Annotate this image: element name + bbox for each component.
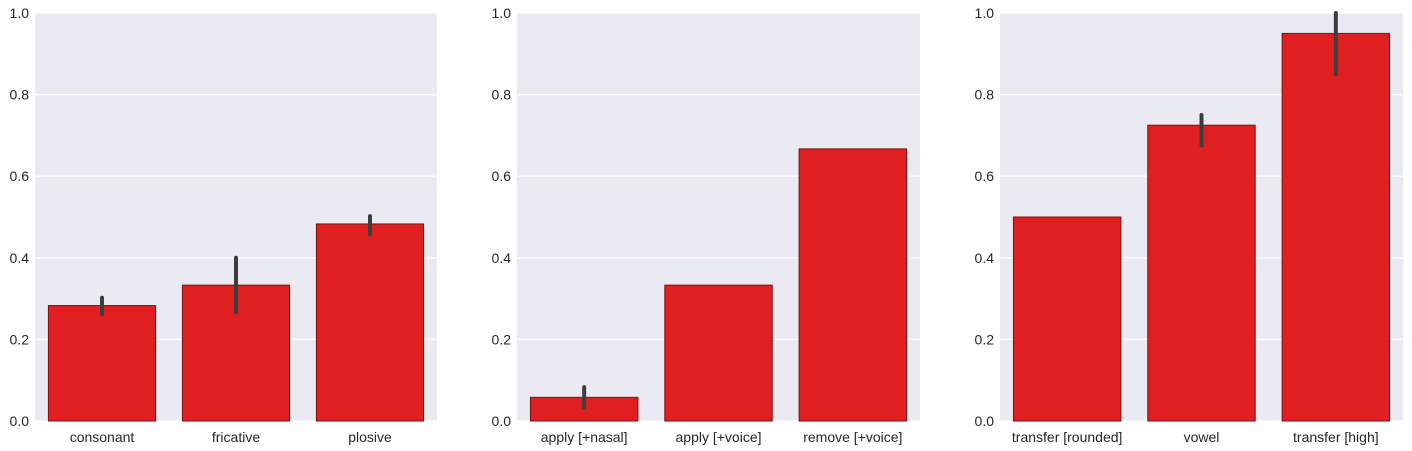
y-tick-label: 1.0	[975, 5, 995, 21]
bar-consonant	[47, 305, 157, 422]
x-tick-label: transfer [high]	[1293, 429, 1379, 445]
y-tick-label: 0.8	[975, 87, 995, 103]
y-tick-label: 1.0	[10, 5, 30, 21]
x-tick-label: vowel	[1184, 429, 1220, 445]
y-tick-label: 1.0	[492, 5, 512, 21]
y-tick-label: 0.4	[492, 250, 512, 266]
bar-transfer-high	[1281, 32, 1391, 422]
x-tick-label: apply [+voice]	[676, 429, 762, 445]
y-tick-label: 0.2	[975, 331, 995, 347]
bar-remove-voice	[798, 148, 908, 422]
x-tick-label: transfer [rounded]	[1012, 429, 1123, 445]
y-tick-label: 0.6	[492, 168, 512, 184]
bar-apply-voice	[664, 284, 773, 422]
y-tick-label: 0.6	[975, 168, 995, 184]
y-tick-label: 0.8	[492, 87, 512, 103]
bar-vowel	[1147, 124, 1256, 422]
x-tick-label: apply [+nasal]	[541, 429, 628, 445]
y-tick-label: 0.0	[492, 413, 512, 429]
chart-panel-1: 0.0 0.2 0.4 0.6 0.8 1.0 consonant fricative plos…	[10, 5, 437, 445]
y-tick-label: 0.6	[10, 168, 30, 184]
y-tick-label: 0.0	[975, 413, 995, 429]
y-tick-label: 0.0	[10, 413, 30, 429]
x-tick-label: plosive	[348, 429, 392, 445]
x-tick-label: fricative	[212, 429, 260, 445]
x-tick-label: remove [+voice]	[803, 429, 902, 445]
y-tick-label: 0.2	[10, 331, 30, 347]
chart-panel-2: 0.0 0.2 0.4 0.6 0.8 1.0 apply [+nasal] apply [+…	[492, 5, 920, 445]
bar-transfer-rounded	[1012, 216, 1122, 422]
chart-panel-3: 0.0 0.2 0.4 0.6 0.8 1.0 transfer [rounded] vowe…	[975, 5, 1403, 445]
y-tick-label: 0.2	[492, 331, 512, 347]
y-tick-label: 0.4	[10, 250, 30, 266]
bar-plosive	[315, 223, 425, 422]
y-tick-label: 0.4	[975, 250, 995, 266]
x-tick-label: consonant	[70, 429, 135, 445]
y-tick-label: 0.8	[10, 87, 30, 103]
